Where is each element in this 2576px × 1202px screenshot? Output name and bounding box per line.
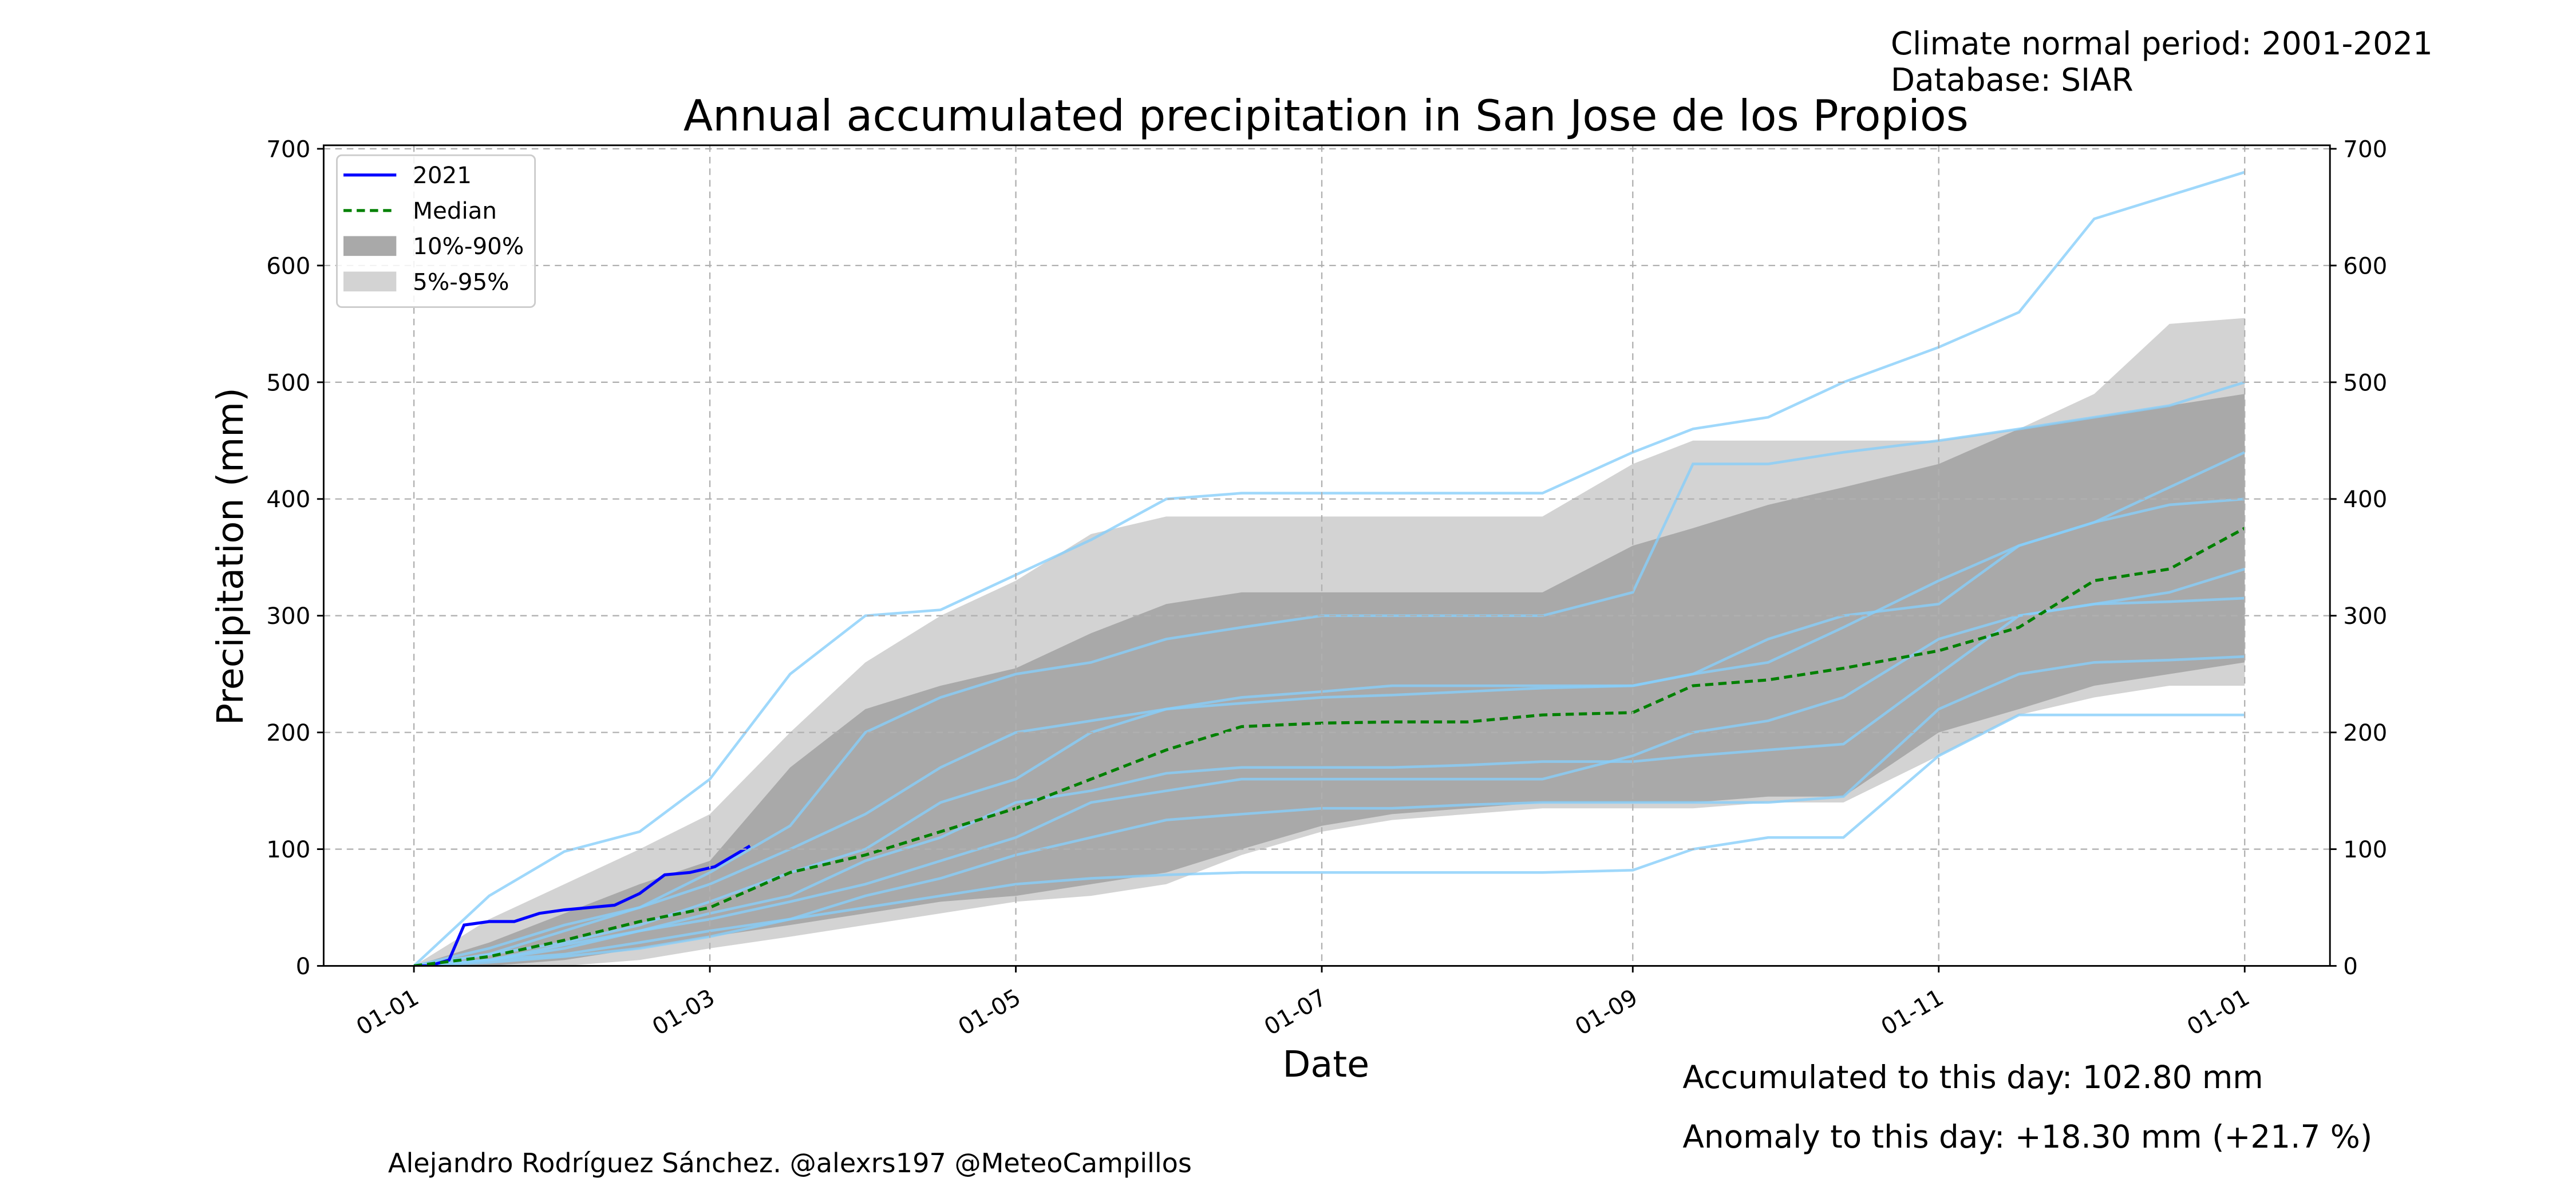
grid: [323, 145, 2330, 967]
year-line: [413, 713, 2245, 966]
legend-swatch: [343, 236, 397, 256]
legend-swatch: [343, 271, 397, 292]
band: [414, 394, 2245, 966]
y-tick-label: 500: [266, 369, 310, 396]
y2-tick-label: 300: [2343, 603, 2387, 630]
annotation: Accumulated to this day: 102.80 mm: [1682, 1059, 2263, 1096]
note: Climate normal period: 2001-2021: [1891, 25, 2433, 62]
x-axis-label: Date: [1283, 1043, 1370, 1085]
legend-label: 2021: [413, 162, 472, 189]
y2-tick-label: 600: [2343, 252, 2387, 279]
chart-title: Annual accumulated precipitation in San …: [683, 90, 1969, 141]
y2-tick-label: 700: [2343, 136, 2387, 163]
y-axis-label: Precipitation (mm): [209, 388, 251, 725]
credit: Alejandro Rodríguez Sánchez. @alexrs197 …: [388, 1148, 1192, 1179]
year-line: [413, 451, 2246, 966]
series-line: [414, 844, 751, 966]
note: Database: SIAR: [1891, 62, 2134, 98]
year-line: [413, 596, 2245, 966]
y-tick-label: 100: [266, 836, 310, 863]
y-tick-label: 700: [266, 136, 310, 163]
y2-tick-label: 100: [2343, 836, 2387, 863]
y-tick-label: 300: [266, 603, 310, 630]
series-line: [413, 527, 2246, 966]
y2-tick-label: 400: [2343, 486, 2387, 513]
legend-label: Median: [413, 197, 497, 224]
legend: 2021 Median 10%-90% 5%-95%: [336, 154, 536, 308]
legend-label: 10%-90%: [413, 233, 524, 260]
annotation: Anomaly to this day: +18.30 mm (+21.7 %): [1682, 1118, 2372, 1155]
plot-frame: [322, 144, 2331, 967]
y-tick-label: 400: [266, 486, 310, 513]
y2-tick-label: 500: [2343, 369, 2387, 396]
y2-tick-label: 0: [2343, 953, 2358, 980]
y-tick-label: 0: [296, 953, 311, 980]
y-tick-label: 200: [266, 719, 310, 746]
legend-box: [336, 154, 536, 308]
legend-label: 5%-95%: [413, 268, 509, 295]
y2-tick-label: 200: [2343, 719, 2387, 746]
y-tick-label: 600: [266, 252, 310, 279]
